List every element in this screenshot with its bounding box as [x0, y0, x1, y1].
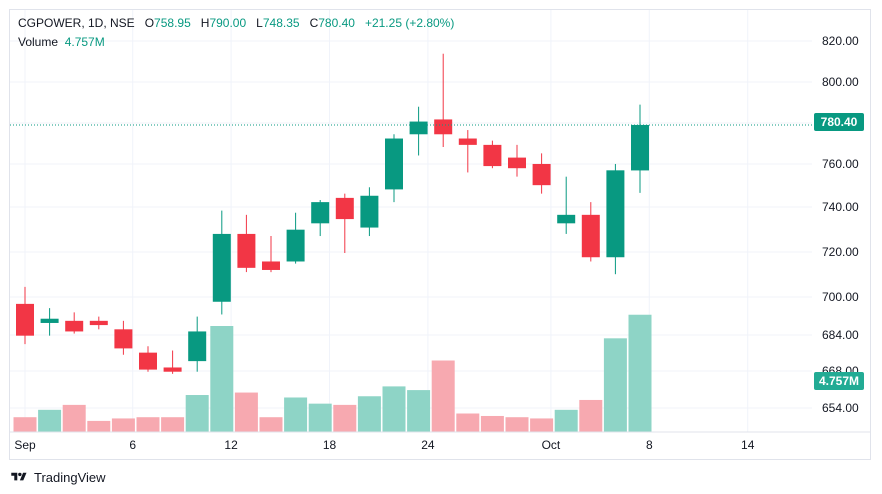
time-tick-label: 24 [421, 438, 435, 452]
candle-body [188, 331, 207, 362]
volume-bar [628, 314, 652, 432]
price-tick-label: 740.00 [822, 200, 859, 214]
tradingview-brand-label: TradingView [34, 469, 106, 485]
volume-bar [530, 418, 554, 432]
volume-value: 4.757M [64, 35, 105, 49]
volume-bar [579, 399, 603, 432]
price-tick-label: 760.00 [822, 157, 859, 171]
candle-body [557, 214, 576, 224]
candle-body [606, 170, 625, 258]
candle-body [114, 329, 133, 349]
candle-body [212, 233, 231, 302]
volume-bar [480, 415, 504, 432]
volume-bar [62, 404, 86, 432]
candle-body [385, 138, 403, 190]
volume-bar [308, 403, 332, 432]
candle-body [311, 202, 330, 224]
time-tick-label: 14 [741, 438, 755, 452]
volume-bar [161, 417, 185, 432]
open-label: O [144, 16, 155, 30]
time-tick-label: 8 [646, 438, 653, 452]
ohlc-legend: CGPOWER, 1D, NSE O758.95 H790.00 L748.35… [18, 16, 454, 30]
volume-bar [87, 420, 111, 432]
candle-body [409, 121, 428, 135]
time-tick-label: Sep [14, 438, 36, 452]
candle-body [262, 261, 280, 270]
price-tick-label: 820.00 [822, 34, 859, 48]
volume-bar [185, 395, 209, 432]
volume-bar [603, 338, 627, 432]
candle-body [532, 163, 551, 186]
tradingview-footer[interactable]: TradingView [10, 467, 106, 487]
candle-body [163, 367, 182, 372]
change-value: +21.25 (+2.80%) [364, 16, 455, 30]
candle-body [237, 233, 256, 268]
volume-bar [357, 396, 381, 432]
candle-body [508, 157, 526, 169]
candle-body [139, 352, 157, 370]
tradingview-logo-icon [11, 472, 27, 481]
volume-bar [333, 404, 357, 432]
volume-bar [505, 417, 529, 432]
candle-body [40, 318, 59, 323]
close-value: 780.40 [318, 16, 355, 30]
volume-bar [407, 390, 431, 432]
high-label: H [200, 16, 210, 30]
time-axis: Sep 6 12 18 24 Oct 8 14 [10, 431, 871, 452]
volume-legend: Volume 4.757M [18, 35, 105, 49]
time-tick-label: 6 [129, 438, 136, 452]
price-axis: 820.00800.00780.00760.00740.00720.00700.… [822, 34, 859, 415]
candle-body [458, 138, 477, 145]
candle-body [581, 214, 600, 258]
time-tick-label: Oct [542, 438, 561, 452]
volume-bar [234, 392, 258, 432]
volume-bar [111, 418, 135, 432]
candle-body [16, 303, 34, 336]
time-tick-label: 18 [323, 438, 337, 452]
candle-body [335, 197, 354, 220]
volume-bars [13, 314, 652, 432]
volume-bar [259, 417, 283, 432]
price-tick-label: 800.00 [822, 75, 859, 89]
open-value: 758.95 [154, 16, 191, 30]
volume-bar [13, 417, 37, 432]
grid-lines [10, 10, 812, 432]
low-value: 748.35 [262, 16, 300, 30]
candles [16, 53, 649, 374]
volume-bar [431, 360, 455, 432]
candle-body [434, 119, 453, 135]
price-tick-label: 684.00 [822, 328, 859, 342]
candle-body [89, 320, 108, 326]
price-tick-label: 700.00 [822, 290, 859, 304]
time-tick-label: 12 [224, 438, 238, 452]
high-value: 790.00 [209, 16, 247, 30]
volume-bar [456, 413, 480, 432]
volume-label[interactable]: Volume [18, 35, 59, 49]
candle-body [631, 124, 649, 171]
price-tick-label: 654.00 [822, 401, 859, 415]
volume-bar [136, 417, 160, 432]
candle-body [360, 195, 379, 228]
volume-bar [284, 397, 308, 432]
symbol-label[interactable]: CGPOWER, 1D, NSE [18, 16, 135, 30]
close-label: C [309, 16, 319, 30]
volume-bar [210, 326, 234, 432]
volume-bar [554, 409, 578, 432]
price-tick-label: 720.00 [822, 245, 859, 259]
low-label: L [256, 16, 263, 30]
candle-body [65, 320, 84, 332]
last-price-badge: 780.40 [814, 113, 864, 131]
last-volume-badge: 4.757M [814, 372, 864, 390]
candle-body [483, 144, 502, 167]
candle-body [286, 229, 305, 262]
volume-bar [38, 409, 62, 432]
volume-bar [382, 386, 406, 432]
